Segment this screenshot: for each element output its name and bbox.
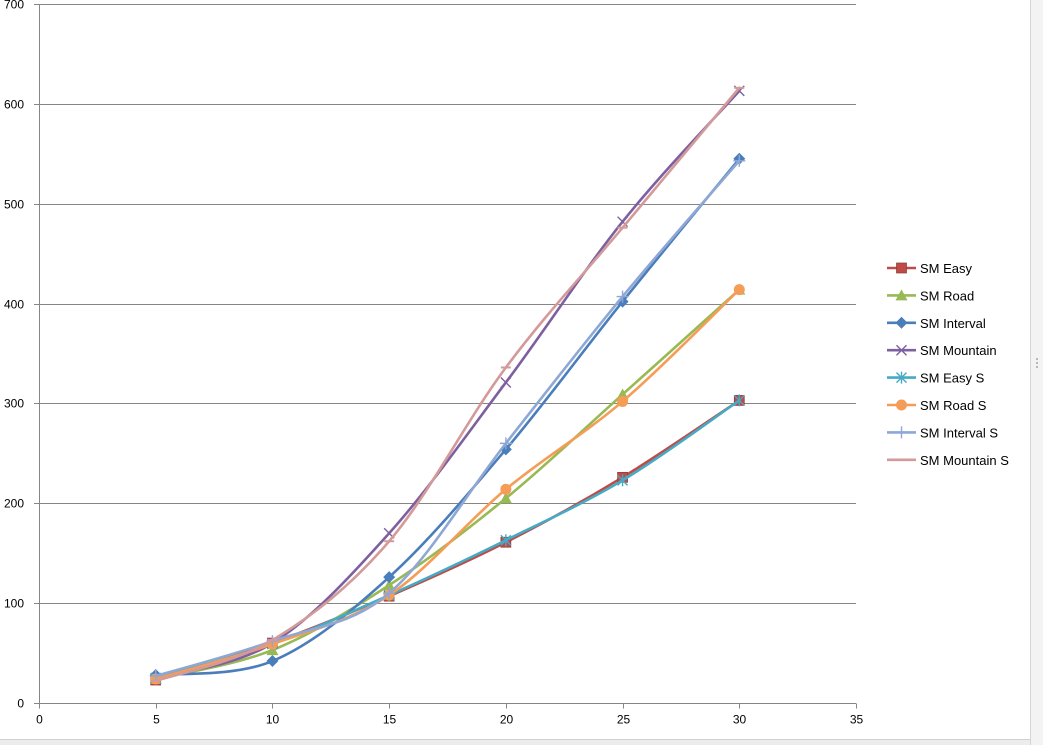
x-tick-label: 10 xyxy=(266,713,280,727)
x-tick-label: 35 xyxy=(850,713,864,727)
legend-marker xyxy=(896,371,907,384)
data-point-sm-interval-s xyxy=(733,154,746,167)
data-point-sm-road-s xyxy=(617,395,629,407)
series-line-sm-road xyxy=(154,288,741,681)
series-line-sm-interval-s xyxy=(154,159,741,678)
y-tick-label: 700 xyxy=(4,0,24,12)
gridlines xyxy=(39,4,856,604)
x-tick-label: 20 xyxy=(500,713,514,727)
legend-label: SM Easy S xyxy=(920,371,985,386)
x-tick-label: 15 xyxy=(383,713,397,727)
series-line-sm-mountain-s xyxy=(154,86,741,683)
data-point-sm-road-s xyxy=(500,483,512,495)
axes: 0 100 200 300 400 500 600 700 0 5 10 15 20 25 30 35 xyxy=(4,0,864,727)
data-point-sm-road xyxy=(383,579,396,591)
legend-marker xyxy=(895,289,908,301)
data-point-sm-interval xyxy=(383,571,396,584)
legend-entry-sm-interval-s: SM Interval S xyxy=(887,425,998,440)
series-line-sm-road-s xyxy=(154,288,741,681)
y-tick-label: 300 xyxy=(4,397,24,411)
legend-marker xyxy=(896,262,907,274)
series-sm-road-s xyxy=(150,284,745,685)
series-sm-interval-s xyxy=(149,154,746,683)
y-tick-label: 0 xyxy=(17,697,24,711)
data-point-sm-interval-s xyxy=(383,587,396,600)
data-point-sm-easy-s xyxy=(500,534,512,547)
legend-marker xyxy=(896,399,907,411)
series-line-sm-easy xyxy=(154,399,741,682)
x-tick-label: 0 xyxy=(36,713,43,727)
series-sm-mountain xyxy=(150,85,745,684)
legend-label: SM Road S xyxy=(920,398,987,413)
y-tick-label: 100 xyxy=(4,597,24,611)
legend-label: SM Easy xyxy=(920,261,973,276)
data-point-sm-interval-s xyxy=(616,290,629,303)
horizontal-scrollbar[interactable] xyxy=(0,739,1030,745)
y-tick-label: 600 xyxy=(4,98,24,112)
x-tick-label: 30 xyxy=(733,713,747,727)
series-line-sm-mountain xyxy=(154,89,741,680)
y-tick-label: 400 xyxy=(4,298,24,312)
legend-label: SM Mountain xyxy=(920,343,997,358)
legend-marker xyxy=(896,344,907,356)
legend-marker xyxy=(895,426,908,439)
y-tick-label: 500 xyxy=(4,198,24,212)
series-line-sm-interval xyxy=(154,157,741,677)
legend-label: SM Interval S xyxy=(920,425,998,440)
series-sm-interval xyxy=(149,152,746,682)
scrollbar-grip-dot xyxy=(1036,358,1038,360)
series-lines xyxy=(149,85,746,686)
legend-marker xyxy=(895,316,908,329)
series-sm-easy xyxy=(150,395,745,686)
x-tick-label: 25 xyxy=(617,713,631,727)
legend: SM Easy SM Road SM Interval SM Mountain SM E… xyxy=(887,261,1009,468)
series-sm-mountain-s xyxy=(150,86,745,683)
y-tick-label: 200 xyxy=(4,497,24,511)
legend-entry-sm-road: SM Road xyxy=(887,288,974,303)
data-point-sm-mountain xyxy=(500,376,512,388)
legend-entry-sm-mountain-s: SM Mountain S xyxy=(887,453,1009,468)
data-point-sm-road xyxy=(499,492,512,504)
legend-label: SM Road xyxy=(920,288,974,303)
legend-label: SM Interval xyxy=(920,316,986,331)
scrollbar-grip-dot xyxy=(1036,366,1038,368)
legend-entry-sm-easy: SM Easy xyxy=(887,261,973,276)
data-point-sm-interval xyxy=(266,655,279,668)
legend-entry-sm-interval: SM Interval xyxy=(887,316,986,331)
legend-entry-sm-mountain: SM Mountain xyxy=(887,343,997,358)
series-sm-easy-s xyxy=(150,394,745,685)
legend-label: SM Mountain S xyxy=(920,453,1009,468)
data-point-sm-road xyxy=(616,388,629,400)
legend-entry-sm-road-s: SM Road S xyxy=(887,398,987,413)
data-point-sm-road-s xyxy=(733,284,745,296)
data-point-sm-easy-s xyxy=(617,474,629,487)
data-point-sm-easy-s xyxy=(733,394,745,407)
series-line-sm-easy-s xyxy=(154,399,741,680)
series-sm-road xyxy=(149,283,746,685)
legend-entry-sm-easy-s: SM Easy S xyxy=(887,371,985,386)
data-point-sm-interval-s xyxy=(499,437,512,450)
vertical-scrollbar[interactable] xyxy=(1030,0,1043,745)
x-tick-label: 5 xyxy=(153,713,160,727)
scrollbar-grip-dot xyxy=(1036,362,1038,364)
